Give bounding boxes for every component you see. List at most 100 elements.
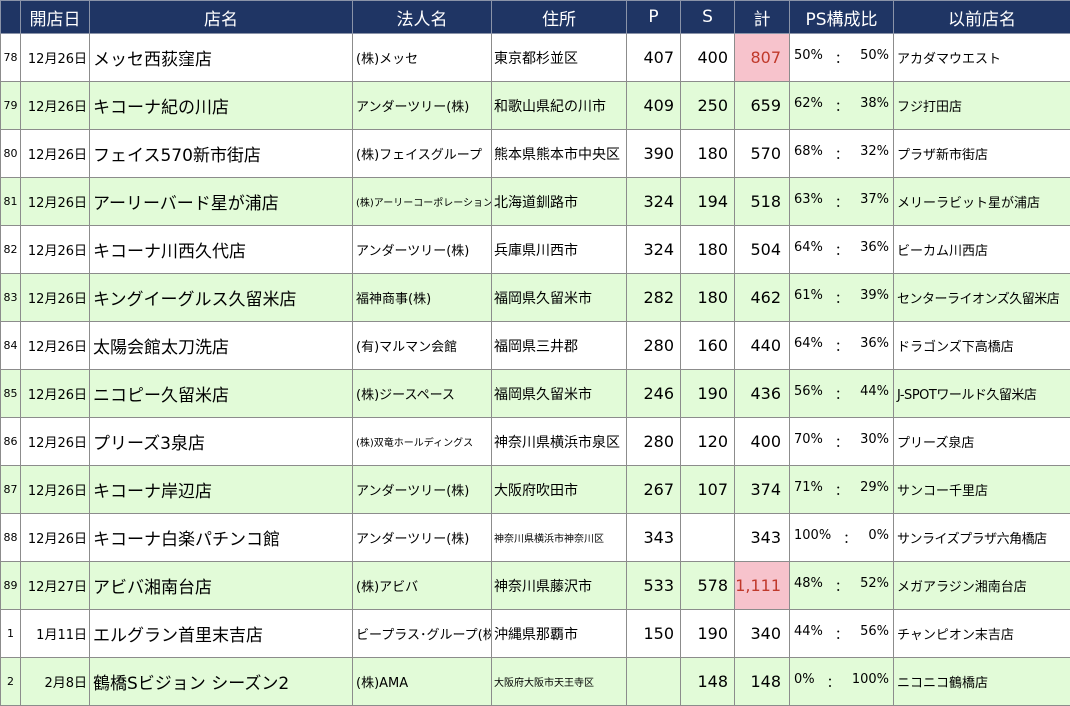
ratio-p: 71% xyxy=(794,480,823,499)
address: 兵庫県川西市 xyxy=(492,226,627,274)
total-count: 462 xyxy=(735,274,790,322)
slot-count: 180 xyxy=(681,226,735,274)
ps-ratio: 68%：32% xyxy=(790,130,894,178)
ratio-s: 29% xyxy=(860,480,889,499)
row-number: 79 xyxy=(1,82,21,130)
ratio-s: 50% xyxy=(860,48,889,67)
ratio-separator: ： xyxy=(835,336,848,355)
total-count: 436 xyxy=(735,370,790,418)
ratio-p: 64% xyxy=(794,336,823,355)
address: 熊本県熊本市中央区 xyxy=(492,130,627,178)
store-name: キコーナ白楽パチンコ館 xyxy=(90,514,353,562)
row-number: 80 xyxy=(1,130,21,178)
row-number: 81 xyxy=(1,178,21,226)
pachinko-count: 282 xyxy=(627,274,681,322)
store-name: 太陽会館太刀洗店 xyxy=(90,322,353,370)
row-number: 84 xyxy=(1,322,21,370)
ps-ratio: 70%：30% xyxy=(790,418,894,466)
slot-count: 180 xyxy=(681,130,735,178)
total-count: 148 xyxy=(735,658,790,706)
corporation-name: (株)ジースペース xyxy=(353,370,492,418)
row-number: 89 xyxy=(1,562,21,610)
header-ratio: PS構成比 xyxy=(790,1,894,34)
slot-count: 148 xyxy=(681,658,735,706)
store-name: キコーナ岸辺店 xyxy=(90,466,353,514)
total-count: 343 xyxy=(735,514,790,562)
ratio-s: 39% xyxy=(860,288,889,307)
ps-ratio: 50% ： 50% xyxy=(790,34,894,82)
header-s: S xyxy=(681,1,735,34)
ratio-s: 56% xyxy=(860,624,889,643)
previous-store-name: アカダマウエスト xyxy=(894,34,1070,82)
header-total: 計 xyxy=(735,1,790,34)
header-prev: 以前店名 xyxy=(894,1,1070,34)
row-number: 78 xyxy=(1,34,21,82)
total-count: 374 xyxy=(735,466,790,514)
pachinko-count: 533 xyxy=(627,562,681,610)
ratio-p: 50% xyxy=(794,48,823,67)
ratio-s: 37% xyxy=(860,192,889,211)
opening-date: 12月26日 xyxy=(21,130,90,178)
ratio-separator: ： xyxy=(835,48,848,67)
ratio-separator: ： xyxy=(827,672,840,691)
ratio-separator: ： xyxy=(843,528,856,547)
row-number: 1 xyxy=(1,610,21,658)
store-name: キコーナ紀の川店 xyxy=(90,82,353,130)
total-count: 807 xyxy=(735,34,790,82)
ratio-s: 32% xyxy=(860,144,889,163)
row-number: 2 xyxy=(1,658,21,706)
ratio-separator: ： xyxy=(835,96,848,115)
slot-count: 578 xyxy=(681,562,735,610)
total-count: 340 xyxy=(735,610,790,658)
header-date: 開店日 xyxy=(21,1,90,34)
ratio-p: 56% xyxy=(794,384,823,403)
corporation-name: ビープラス･グループ(株) xyxy=(353,610,492,658)
opening-date: 12月26日 xyxy=(21,274,90,322)
ratio-s: 36% xyxy=(860,336,889,355)
ratio-separator: ： xyxy=(835,624,848,643)
ps-ratio: 64% ： 36% xyxy=(790,322,894,370)
corporation-name: (有)マルマン会館 xyxy=(353,322,492,370)
corporation-name: アンダーツリー(株) xyxy=(353,82,492,130)
pachinko-count: 407 xyxy=(627,34,681,82)
store-name: アーリーバード星が浦店 xyxy=(90,178,353,226)
pachinko-count: 324 xyxy=(627,226,681,274)
slot-count: 107 xyxy=(681,466,735,514)
ratio-p: 44% xyxy=(794,624,823,643)
header-addr: 住所 xyxy=(492,1,627,34)
slot-count: 190 xyxy=(681,610,735,658)
previous-store-name: ドラゴンズ下高橋店 xyxy=(894,322,1070,370)
previous-store-name: メガアラジン湘南台店 xyxy=(894,562,1070,610)
store-name: キングイーグルス久留米店 xyxy=(90,274,353,322)
previous-store-name: ビーカム川西店 xyxy=(894,226,1070,274)
header-no xyxy=(1,1,21,34)
header-corp: 法人名 xyxy=(353,1,492,34)
opening-date: 12月26日 xyxy=(21,514,90,562)
store-name: ニコピー久留米店 xyxy=(90,370,353,418)
pachinko-count: 246 xyxy=(627,370,681,418)
corporation-name: (株)フェイスグループ xyxy=(353,130,492,178)
ratio-s: 36% xyxy=(860,240,889,259)
address: 福岡県三井郡 xyxy=(492,322,627,370)
address: 福岡県久留米市 xyxy=(492,370,627,418)
ratio-p: 61% xyxy=(794,288,823,307)
slot-count: 160 xyxy=(681,322,735,370)
store-name: キコーナ川西久代店 xyxy=(90,226,353,274)
corporation-name: アンダーツリー(株) xyxy=(353,466,492,514)
pachinko-count: 324 xyxy=(627,178,681,226)
address: 神奈川県藤沢市 xyxy=(492,562,627,610)
ratio-s: 0% xyxy=(868,528,889,547)
address: 東京都杉並区 xyxy=(492,34,627,82)
corporation-name: (株)アビバ xyxy=(353,562,492,610)
opening-date: 12月26日 xyxy=(21,226,90,274)
previous-store-name: センターライオンズ久留米店 xyxy=(894,274,1070,322)
opening-date: 12月26日 xyxy=(21,178,90,226)
address: 神奈川県横浜市泉区 xyxy=(492,418,627,466)
